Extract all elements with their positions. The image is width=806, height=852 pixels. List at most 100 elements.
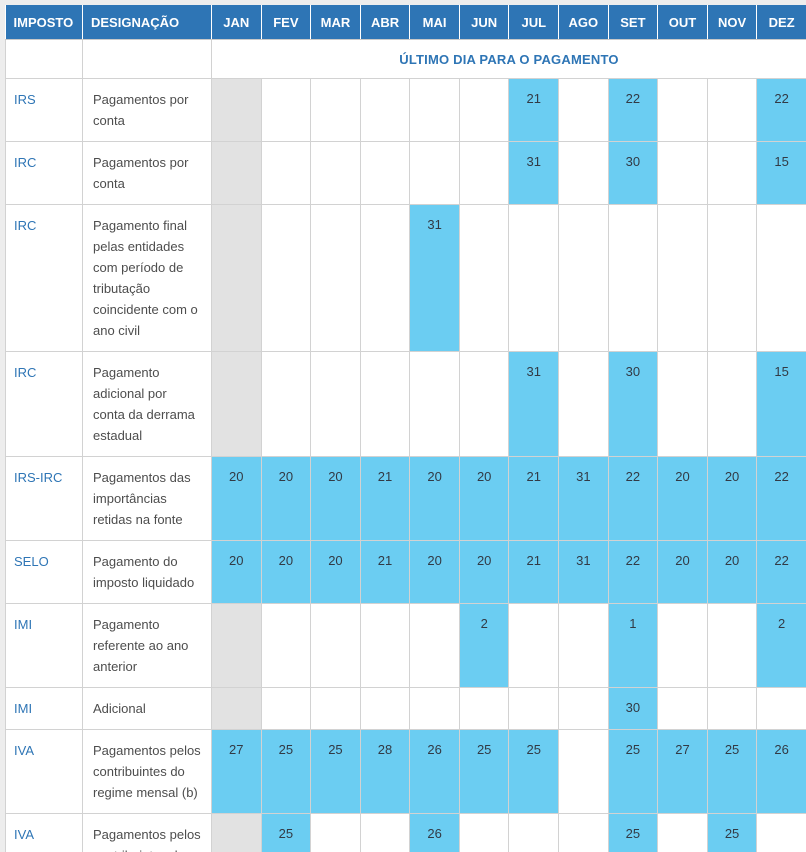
column-header-set: SET bbox=[608, 5, 659, 40]
column-header-jun: JUN bbox=[459, 5, 510, 40]
month-cell-jan bbox=[211, 813, 262, 852]
imposto-link-irs[interactable]: IRS bbox=[5, 78, 83, 142]
imposto-link-irc[interactable]: IRC bbox=[5, 204, 83, 352]
month-cell-fev: 25 bbox=[260, 813, 312, 852]
designacao-text: Pagamento final pelas entidades com perí… bbox=[82, 204, 212, 352]
month-cell-out bbox=[657, 687, 708, 730]
month-cell-dez: 15 bbox=[756, 351, 806, 457]
month-cell-jan: 20 bbox=[211, 456, 262, 541]
month-cell-jan bbox=[211, 687, 262, 730]
month-cell-jun: 25 bbox=[458, 729, 510, 814]
month-cell-abr bbox=[359, 141, 411, 205]
month-cell-dez bbox=[756, 687, 806, 730]
month-cell-set: 22 bbox=[607, 540, 659, 604]
month-cell-jun: 20 bbox=[458, 540, 510, 604]
month-cell-abr bbox=[359, 351, 411, 457]
month-cell-jan bbox=[211, 351, 262, 457]
month-cell-set: 30 bbox=[607, 351, 659, 457]
month-cell-fev bbox=[260, 687, 312, 730]
month-cell-dez: 2 bbox=[756, 603, 806, 688]
month-cell-nov bbox=[706, 351, 758, 457]
column-header-fev: FEV bbox=[261, 5, 312, 40]
month-cell-fev bbox=[260, 141, 312, 205]
column-header-mar: MAR bbox=[310, 5, 361, 40]
table-row: IRC Pagamento final pelas entidades com p… bbox=[5, 204, 806, 352]
month-cell-ago bbox=[558, 78, 609, 142]
month-cell-out bbox=[657, 141, 708, 205]
month-cell-ago bbox=[558, 204, 609, 352]
month-cell-nov bbox=[706, 78, 758, 142]
month-cell-abr: 21 bbox=[359, 540, 411, 604]
month-cell-mai: 26 bbox=[409, 729, 460, 814]
month-cell-out bbox=[657, 813, 708, 852]
month-cell-mar: 20 bbox=[310, 540, 361, 604]
month-cell-set: 25 bbox=[607, 729, 659, 814]
column-header-jul: JUL bbox=[508, 5, 560, 40]
month-cell-jun bbox=[458, 813, 510, 852]
month-cell-jun bbox=[458, 351, 510, 457]
imposto-link-irs-irc[interactable]: IRS-IRC bbox=[5, 456, 83, 541]
designacao-text: Adicional bbox=[82, 687, 212, 730]
month-cell-ago bbox=[558, 729, 609, 814]
subheader-row: ÚLTIMO DIA PARA O PAGAMENTO bbox=[5, 39, 806, 79]
month-cell-set bbox=[607, 204, 659, 352]
subheader-empty-cell bbox=[82, 39, 212, 79]
table-header: IMPOSTO DESIGNAÇÃO JAN FEV MAR ABR MAI JUN JUL AG… bbox=[5, 5, 806, 40]
month-cell-mar bbox=[310, 204, 361, 352]
imposto-link-irc[interactable]: IRC bbox=[5, 351, 83, 457]
column-header-nov: NOV bbox=[707, 5, 758, 40]
month-cell-abr: 21 bbox=[359, 456, 411, 541]
month-cell-mar bbox=[310, 78, 361, 142]
month-cell-mar bbox=[310, 813, 361, 852]
month-cell-out bbox=[657, 204, 708, 352]
designacao-text: Pagamento referente ao ano anterior bbox=[82, 603, 212, 688]
month-cell-set: 22 bbox=[607, 456, 659, 541]
month-cell-mai bbox=[409, 141, 460, 205]
designacao-text: Pagamento adicional por conta da derrama… bbox=[82, 351, 212, 457]
month-cell-jan: 27 bbox=[211, 729, 262, 814]
month-cell-abr bbox=[359, 813, 411, 852]
imposto-link-iva[interactable]: IVA bbox=[5, 813, 83, 852]
month-cell-out bbox=[657, 351, 708, 457]
imposto-link-irc[interactable]: IRC bbox=[5, 141, 83, 205]
month-cell-jan bbox=[211, 141, 262, 205]
month-cell-dez bbox=[756, 204, 806, 352]
month-cell-jun bbox=[458, 78, 510, 142]
month-cell-ago bbox=[558, 603, 609, 688]
month-cell-mai bbox=[409, 78, 460, 142]
table-row: SELO Pagamento do imposto liquidado 20 20 20… bbox=[5, 540, 806, 604]
month-cell-out: 20 bbox=[657, 456, 708, 541]
month-cell-jan bbox=[211, 204, 262, 352]
month-cell-mar: 25 bbox=[310, 729, 361, 814]
month-cell-set: 22 bbox=[607, 78, 659, 142]
designacao-text: Pagamentos por conta bbox=[82, 141, 212, 205]
month-cell-nov bbox=[706, 141, 758, 205]
column-header-mai: MAI bbox=[409, 5, 460, 40]
month-cell-out bbox=[657, 603, 708, 688]
month-cell-set: 1 bbox=[607, 603, 659, 688]
tax-calendar-table: IMPOSTO DESIGNAÇÃO JAN FEV MAR ABR MAI JUN JUL AG… bbox=[5, 5, 806, 852]
month-cell-mai bbox=[409, 351, 460, 457]
imposto-link-imi[interactable]: IMI bbox=[5, 687, 83, 730]
month-cell-jun: 20 bbox=[458, 456, 510, 541]
month-cell-jan bbox=[211, 603, 262, 688]
month-cell-mai bbox=[409, 603, 460, 688]
imposto-link-iva[interactable]: IVA bbox=[5, 729, 83, 814]
month-cell-mar: 20 bbox=[310, 456, 361, 541]
column-header-designa-o: DESIGNAÇÃO bbox=[82, 5, 212, 40]
table-row: IMI Pagamento referente ao ano anterior 2 1… bbox=[5, 603, 806, 688]
month-cell-mar bbox=[310, 687, 361, 730]
month-cell-ago bbox=[558, 687, 609, 730]
imposto-link-imi[interactable]: IMI bbox=[5, 603, 83, 688]
month-cell-out: 27 bbox=[657, 729, 708, 814]
month-cell-nov bbox=[706, 687, 758, 730]
month-cell-abr bbox=[359, 687, 411, 730]
month-cell-jul bbox=[508, 813, 560, 852]
designacao-text: Pagamentos pelos contribuintes do regime… bbox=[82, 729, 212, 814]
month-cell-jun: 2 bbox=[458, 603, 510, 688]
month-cell-out bbox=[657, 78, 708, 142]
imposto-link-selo[interactable]: SELO bbox=[5, 540, 83, 604]
month-cell-jul: 31 bbox=[508, 141, 560, 205]
